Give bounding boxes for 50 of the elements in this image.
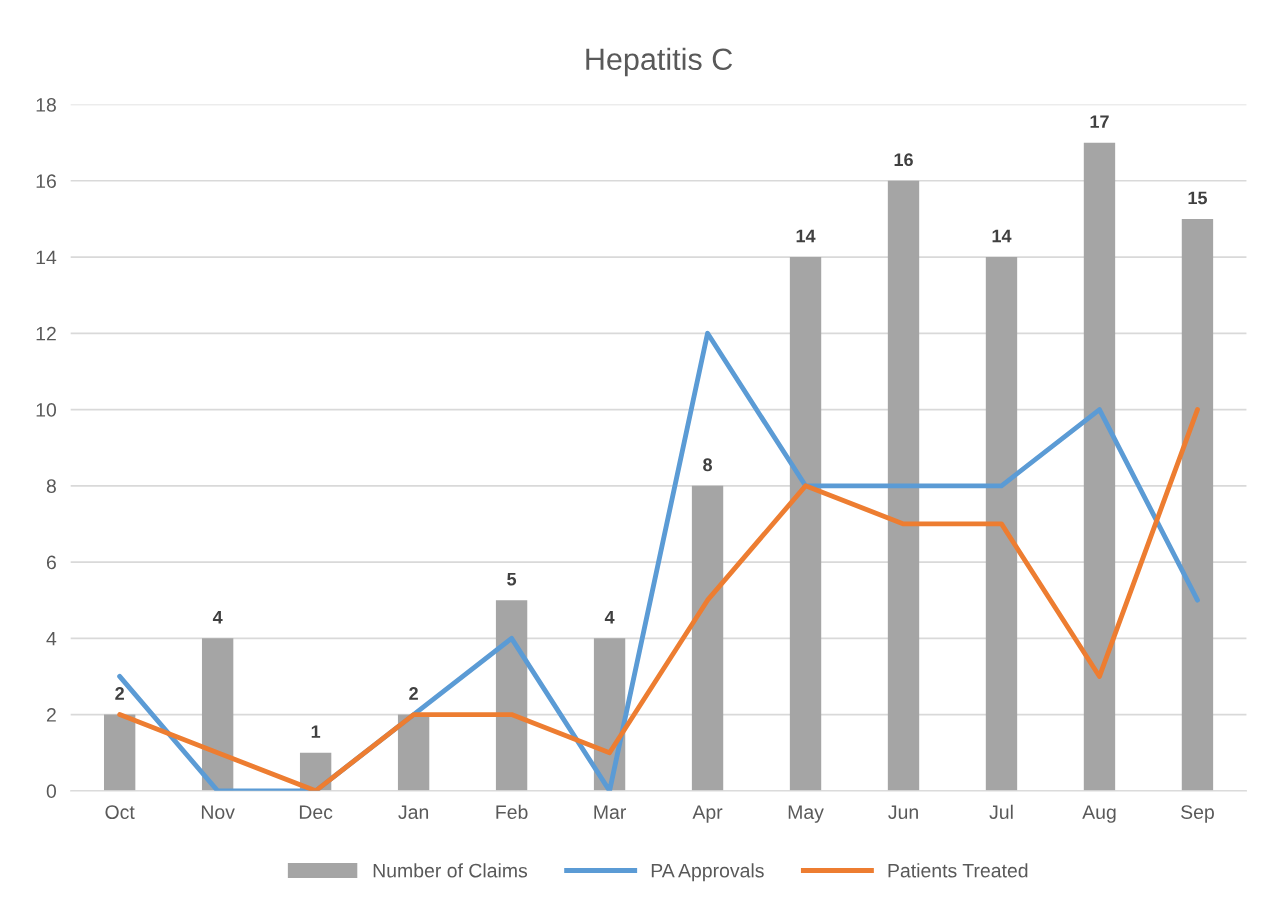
data-label: 14 [992,229,1012,243]
y-tick-label: 0 [46,784,57,799]
y-tick-label: 16 [36,174,56,189]
x-tick-label: Apr [692,805,723,823]
data-label: 16 [894,153,913,167]
legend-label: Number of Claims [373,863,528,878]
data-label: 14 [796,229,816,243]
y-tick-label: 18 [36,98,56,112]
x-tick-label: Oct [105,805,135,819]
x-tick-label: Aug [1082,805,1116,823]
data-label: 4 [604,611,615,624]
bar [1181,218,1214,791]
data-label: 2 [115,687,124,700]
line-series [117,407,1200,791]
data-label: 1 [311,725,321,738]
data-label: 4 [212,611,223,624]
x-tick-label: Jan [398,805,429,819]
data-label: 17 [1090,115,1109,128]
x-tick-label: Dec [299,805,333,819]
bar [397,714,430,791]
x-tick-label: Mar [594,805,626,819]
x-tick-label: Feb [496,804,528,819]
y-tick-label: 4 [46,631,57,646]
data-label: 15 [1188,191,1207,205]
line-series [117,330,1200,791]
x-tick-label: Sep [1181,805,1214,823]
bar [495,600,528,791]
chart-title: Hepatitis C [586,47,733,77]
data-label: 5 [507,572,517,586]
legend-label: PA Approvals [651,863,764,882]
y-tick-label: 12 [36,326,56,341]
y-tick-label: 14 [36,250,57,265]
x-tick-label: Nov [201,805,235,819]
x-tick-label: Jun [888,805,918,819]
bar [1083,142,1116,791]
bar [201,638,234,791]
x-tick-label: Jul [989,804,1013,819]
bar [691,485,724,791]
bar [985,257,1018,791]
legend-label: Patients Treated [888,863,1028,878]
y-tick-label: 6 [46,555,56,570]
y-tick-label: 8 [46,479,56,494]
bar [887,180,920,791]
x-tick-label: May [788,805,824,823]
data-label: 2 [409,687,418,700]
y-tick-label: 10 [36,403,57,417]
data-label: 8 [703,458,713,472]
y-tick-label: 2 [46,708,56,722]
bar [103,714,136,791]
bar [789,257,822,791]
